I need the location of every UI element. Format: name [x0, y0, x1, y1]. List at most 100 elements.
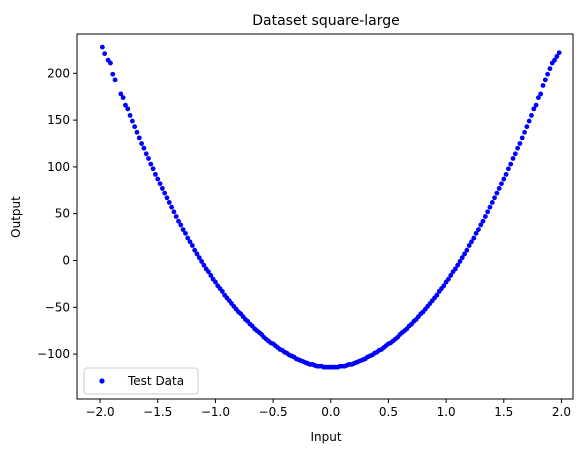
x-tick-label: −1.5 — [143, 405, 172, 419]
data-point — [508, 161, 514, 167]
data-point — [469, 239, 474, 245]
data-point — [480, 218, 486, 224]
legend-box — [83, 367, 199, 395]
data-point — [459, 255, 465, 261]
data-point — [434, 292, 440, 298]
data-point — [166, 200, 172, 205]
data-point — [120, 95, 126, 101]
data-point — [512, 151, 518, 157]
data-point — [102, 51, 108, 57]
legend-marker — [99, 378, 105, 384]
data-point — [153, 171, 158, 177]
data-point — [457, 259, 463, 264]
data-point — [533, 102, 539, 108]
data-point — [455, 262, 461, 268]
y-tick-label: 50 — [55, 207, 70, 221]
data-point — [510, 156, 516, 161]
data-point — [503, 171, 509, 177]
data-point — [542, 77, 548, 83]
y-tick-label: −50 — [45, 300, 70, 314]
plot-frame — [76, 33, 574, 400]
data-point — [157, 181, 163, 187]
data-point — [529, 113, 534, 118]
data-point — [448, 273, 454, 278]
data-point — [446, 276, 451, 282]
data-point — [482, 214, 488, 219]
legend-label: Test Data — [127, 374, 184, 388]
data-point — [162, 190, 168, 196]
data-point — [146, 156, 151, 161]
data-point — [538, 91, 544, 97]
data-point — [506, 166, 511, 172]
data-point — [199, 259, 204, 264]
data-point — [464, 247, 470, 253]
data-point — [492, 195, 497, 201]
data-point — [169, 204, 174, 210]
data-point — [494, 190, 500, 196]
x-tick-label: −0.5 — [259, 405, 288, 419]
data-point — [208, 273, 214, 278]
data-point — [143, 151, 149, 157]
data-point — [159, 186, 165, 191]
x-tick-label: 2.0 — [552, 405, 571, 419]
x-tick-label: 1.5 — [494, 405, 513, 419]
data-point — [462, 251, 467, 257]
data-point — [471, 235, 477, 241]
data-point — [125, 106, 131, 112]
data-point — [134, 129, 140, 135]
data-point — [150, 166, 156, 172]
data-point — [556, 50, 562, 56]
data-point — [522, 129, 527, 135]
data-point — [155, 176, 161, 182]
data-point — [110, 71, 116, 77]
data-point — [192, 247, 198, 253]
data-point — [489, 200, 495, 205]
data-point — [164, 195, 170, 201]
y-tick-label: 150 — [47, 113, 70, 127]
x-tick-label: 0.0 — [321, 405, 340, 419]
data-point — [176, 218, 181, 224]
data-point — [478, 222, 484, 228]
data-point — [171, 209, 177, 215]
x-tick-label: 1.0 — [437, 405, 456, 419]
data-point — [108, 60, 113, 66]
data-point — [487, 204, 493, 210]
data-point — [485, 209, 491, 215]
data-point — [206, 269, 211, 275]
x-axis-label: Input — [310, 430, 341, 444]
data-point — [473, 230, 479, 236]
data-point — [554, 54, 560, 59]
x-tick-label: 0.5 — [379, 405, 398, 419]
data-point — [552, 57, 557, 63]
y-tick-label: 0 — [62, 253, 70, 267]
data-point — [194, 251, 200, 257]
data-point — [129, 118, 135, 124]
data-point — [196, 255, 202, 261]
data-point — [173, 214, 179, 219]
data-point — [441, 283, 447, 289]
x-tick-label: −1.0 — [201, 405, 230, 419]
data-point — [112, 77, 118, 83]
data-point — [136, 135, 142, 141]
y-tick-label: 100 — [47, 160, 70, 174]
chart-title: Dataset square-large — [252, 13, 400, 29]
ticks-layer: −2.0 −1.5 −1.0 −0.5 0.0 0.5 1.0 1.5 2.0 −100 −50 0 5… — [37, 66, 571, 419]
data-point — [466, 243, 472, 248]
data-point — [452, 266, 458, 272]
data-point — [187, 239, 193, 245]
data-point — [547, 66, 553, 72]
data-point — [519, 135, 525, 141]
data-point — [476, 227, 481, 233]
data-point — [180, 227, 186, 233]
data-point — [517, 141, 523, 146]
data-point — [189, 243, 195, 248]
data-point — [148, 161, 154, 167]
data-point — [127, 113, 133, 118]
y-tick-label: 200 — [47, 66, 70, 80]
data-point — [118, 91, 124, 97]
data-point — [183, 230, 188, 236]
y-axis-label: Output — [9, 196, 23, 238]
data-point — [496, 186, 502, 191]
